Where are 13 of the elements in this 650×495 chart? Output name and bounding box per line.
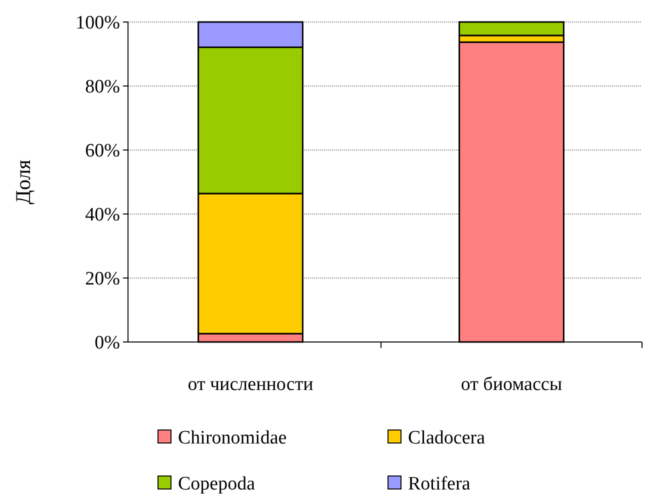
x-tick-label: от биомассы (460, 374, 562, 395)
legend-label: Rotifera (408, 474, 471, 495)
y-tick-label: 40% (85, 204, 120, 226)
y-tick-label: 0% (94, 332, 120, 354)
x-tick-label: от численности (188, 374, 314, 395)
y-axis-title: Доля (11, 159, 35, 204)
y-tick-label: 80% (85, 76, 120, 98)
legend-label: Chironomidae (178, 428, 287, 449)
y-tick-label: 60% (85, 140, 120, 162)
legend-label: Copepoda (178, 474, 256, 495)
legend-label: Cladocera (408, 428, 486, 449)
y-tick-label: 100% (76, 12, 120, 34)
y-tick-label: 20% (85, 268, 120, 290)
